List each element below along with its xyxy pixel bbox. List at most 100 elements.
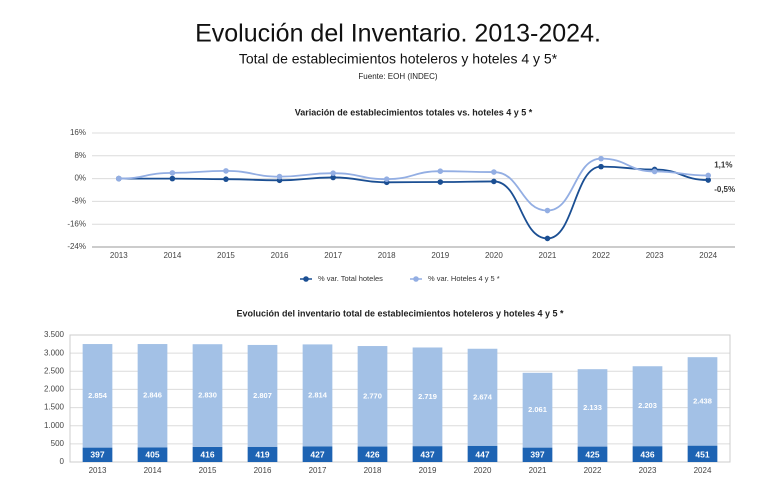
page-title: Evolución del Inventario. 2013-2024. bbox=[195, 20, 601, 48]
x-tick-label: 2014 bbox=[163, 251, 181, 260]
series-line bbox=[118, 165, 709, 240]
data-label: 2.807 bbox=[253, 391, 272, 400]
x-tick-label: 2017 bbox=[324, 251, 342, 260]
y-tick-label: 2.000 bbox=[44, 385, 65, 394]
data-label: 397 bbox=[90, 449, 104, 459]
data-label: 419 bbox=[255, 449, 269, 459]
y-tick-label: 0% bbox=[74, 174, 86, 183]
x-tick-label: 2024 bbox=[694, 466, 712, 475]
point bbox=[383, 176, 390, 182]
chart-title: Evolución del inventario total de establ… bbox=[236, 308, 564, 318]
legend-label: % var. Hoteles 4 y 5 * bbox=[428, 274, 500, 283]
point bbox=[705, 172, 712, 179]
x-tick-label: 2013 bbox=[89, 466, 107, 475]
point bbox=[169, 170, 176, 176]
data-label: 397 bbox=[530, 449, 544, 459]
point bbox=[598, 163, 604, 170]
x-tick-label: 2023 bbox=[646, 251, 664, 260]
data-label: 2.814 bbox=[308, 390, 328, 399]
y-tick-label: 8% bbox=[74, 151, 86, 160]
x-tick-label: 2017 bbox=[309, 466, 327, 475]
page-subtitle: Total de establecimientos hoteleros y ho… bbox=[239, 51, 558, 67]
point bbox=[276, 173, 283, 180]
bar-segment bbox=[247, 344, 278, 447]
data-label: 2.674 bbox=[473, 392, 493, 401]
x-tick-label: 2018 bbox=[378, 251, 396, 260]
data-label: 2.846 bbox=[143, 391, 162, 400]
x-tick-label: 2020 bbox=[485, 251, 503, 260]
data-label: 416 bbox=[200, 449, 214, 459]
x-tick-label: 2021 bbox=[529, 466, 547, 475]
bar-segment bbox=[577, 446, 608, 462]
bar-segment bbox=[412, 347, 443, 447]
x-tick-label: 2020 bbox=[474, 466, 492, 475]
bar-segment bbox=[632, 366, 663, 447]
x-tick-label: 2019 bbox=[419, 466, 437, 475]
bar-segment bbox=[412, 446, 443, 462]
x-tick-label: 2022 bbox=[592, 251, 610, 260]
legend-swatch bbox=[303, 276, 309, 282]
data-label: 2.719 bbox=[418, 392, 437, 401]
data-label: 437 bbox=[420, 449, 434, 459]
x-tick-label: 2018 bbox=[364, 466, 382, 475]
x-tick-label: 2013 bbox=[110, 251, 128, 260]
data-label: 2.133 bbox=[583, 403, 602, 412]
point bbox=[115, 175, 122, 182]
data-label: 2.770 bbox=[363, 391, 382, 400]
data-label: 427 bbox=[310, 449, 324, 459]
x-tick-label: 2024 bbox=[699, 251, 717, 260]
bar-segment bbox=[632, 446, 663, 462]
y-tick-label: -24% bbox=[67, 242, 86, 251]
x-tick-label: 2016 bbox=[271, 251, 289, 260]
bar-segment bbox=[137, 447, 168, 462]
bar-segment bbox=[357, 446, 388, 462]
point bbox=[223, 176, 229, 182]
chart-title: Variación de establecimientos totales vs… bbox=[295, 107, 533, 117]
x-tick-label: 2015 bbox=[199, 466, 217, 475]
y-tick-label: 1.500 bbox=[44, 403, 65, 412]
bar-segment bbox=[192, 446, 223, 462]
x-tick-label: 2021 bbox=[539, 251, 557, 260]
point bbox=[330, 170, 336, 176]
bar-segment bbox=[192, 344, 223, 447]
bar-segment bbox=[357, 346, 388, 447]
point bbox=[651, 168, 658, 175]
plot-frame bbox=[69, 334, 731, 463]
bar-segment bbox=[302, 344, 333, 447]
source: Fuente: EOH (INDEC) bbox=[358, 72, 437, 81]
bar-segment bbox=[467, 445, 498, 462]
data-label: -0,5% bbox=[714, 185, 735, 194]
bar-segment bbox=[137, 344, 168, 448]
data-label: 1,1% bbox=[714, 161, 732, 170]
x-tick-label: 2015 bbox=[217, 251, 235, 260]
legend-swatch bbox=[413, 276, 419, 282]
bar-segment bbox=[687, 445, 718, 462]
bar-segment bbox=[522, 447, 553, 462]
y-tick-label: 500 bbox=[51, 439, 65, 448]
point bbox=[491, 169, 497, 175]
bar-segment bbox=[687, 357, 718, 446]
legend-label: % var. Total hoteles bbox=[318, 274, 383, 283]
bar-segment bbox=[82, 344, 113, 448]
bar-segment bbox=[302, 446, 333, 462]
y-tick-label: 3.000 bbox=[44, 348, 65, 357]
data-label: 2.854 bbox=[88, 391, 108, 400]
y-tick-label: 0 bbox=[60, 457, 65, 466]
data-label: 2.061 bbox=[528, 405, 547, 414]
data-label: 447 bbox=[475, 449, 489, 459]
x-tick-label: 2022 bbox=[584, 466, 602, 475]
x-tick-label: 2016 bbox=[254, 466, 272, 475]
y-tick-label: 2.500 bbox=[44, 366, 65, 375]
data-label: 2.830 bbox=[198, 391, 217, 400]
point bbox=[437, 179, 444, 185]
point bbox=[544, 235, 551, 242]
bar-segment bbox=[467, 348, 498, 446]
y-tick-label: 16% bbox=[70, 128, 86, 137]
data-label: 2.203 bbox=[638, 401, 657, 410]
y-tick-label: -16% bbox=[67, 219, 86, 228]
data-label: 405 bbox=[145, 449, 159, 459]
y-tick-label: 1.000 bbox=[44, 421, 65, 430]
data-label: 451 bbox=[695, 449, 709, 459]
point bbox=[437, 168, 444, 174]
